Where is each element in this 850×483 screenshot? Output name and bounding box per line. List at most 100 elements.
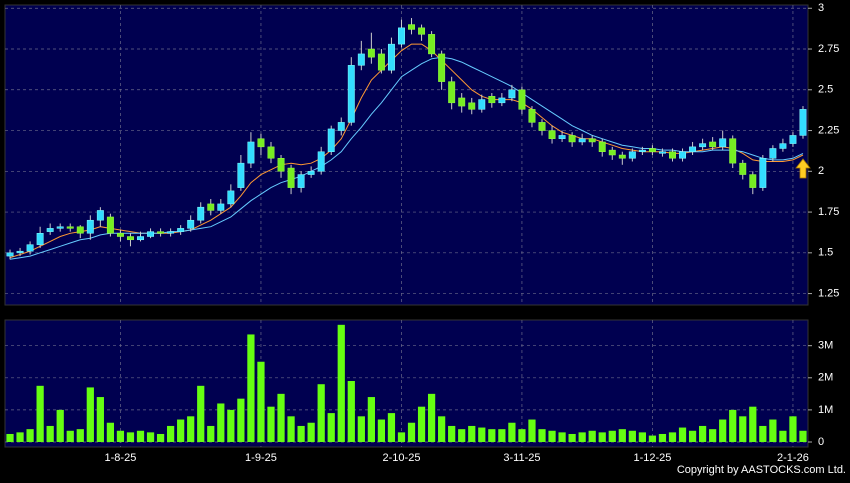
y-tick-label: 2M <box>818 372 833 384</box>
candle-body <box>16 250 24 254</box>
volume-bar <box>207 425 215 442</box>
volume-bar <box>327 413 335 442</box>
candle-body <box>317 151 325 172</box>
volume-bar <box>688 430 697 442</box>
candle-body <box>137 236 144 241</box>
volume-bar <box>16 432 24 442</box>
volume-bar <box>357 416 365 442</box>
candle-body <box>729 138 737 164</box>
candle-body <box>648 148 656 152</box>
volume-bar <box>568 433 576 442</box>
volume-bar <box>779 430 787 442</box>
volume-bar <box>106 422 115 442</box>
volume-bar <box>307 422 315 442</box>
volume-bar <box>66 430 74 442</box>
candle-body <box>408 24 415 30</box>
x-tick-label: 2-1-26 <box>777 452 809 464</box>
y-tick-label: 2.75 <box>818 43 839 55</box>
volume-bar <box>698 425 707 442</box>
x-tick-label: 1-9-25 <box>245 452 277 464</box>
candle-body <box>257 138 265 148</box>
volume-bar <box>448 425 456 442</box>
candle-body <box>438 53 446 82</box>
candle-body <box>96 210 104 221</box>
candle-body <box>287 167 295 188</box>
candle-body <box>769 148 777 159</box>
volume-bar <box>227 409 235 442</box>
volume-bar <box>618 429 626 442</box>
volume-bar <box>789 416 797 442</box>
candle-body <box>127 236 134 241</box>
candle-body <box>66 226 74 229</box>
candle-body <box>147 231 155 237</box>
candle-body <box>367 48 375 58</box>
volume-bar <box>769 419 777 442</box>
volume-bar <box>337 324 345 442</box>
volume-bar <box>658 433 667 442</box>
y-tick-label: 2.25 <box>818 124 839 136</box>
candle-body <box>578 138 586 143</box>
x-tick-label: 1-8-25 <box>105 452 137 464</box>
candle-body <box>488 96 496 104</box>
candle-body <box>357 53 365 66</box>
candle-body <box>638 149 646 152</box>
volume-bar <box>177 419 185 442</box>
candle-body <box>197 206 205 221</box>
volume-bar <box>407 422 416 442</box>
volume-bar <box>628 430 636 442</box>
candle-body <box>36 233 44 245</box>
volume-bar <box>367 397 375 442</box>
y-tick-label: 1M <box>818 404 833 416</box>
volume-bar <box>548 430 556 442</box>
candle-body <box>277 158 285 172</box>
plot-layer: 1.25 1.5 1.75 2 2.25 2.5 2.75 3 0 1M 2M 3M 1-8-25 1-9… <box>5 2 839 464</box>
y-tick-label: 3M <box>818 340 833 352</box>
y-tick-label: 0 <box>818 436 824 448</box>
volume-bar <box>277 393 285 442</box>
candle-body <box>779 143 787 149</box>
volume-bar <box>347 381 355 442</box>
candle-body <box>558 135 566 139</box>
y-tick-label: 2 <box>818 165 824 177</box>
volume-bar <box>76 429 84 442</box>
candle-body <box>608 149 616 156</box>
volume-bar <box>56 409 64 442</box>
volume-bar <box>86 387 94 442</box>
volume-bar <box>427 393 436 442</box>
volume-bar <box>598 432 606 442</box>
volume-bar <box>167 425 175 442</box>
candle-body <box>588 138 596 143</box>
volume-bar <box>217 403 225 442</box>
candle-body <box>267 146 275 159</box>
volume-bar <box>608 430 616 442</box>
volume-bar <box>237 398 245 442</box>
candle-body <box>307 171 315 175</box>
candle-body <box>508 89 516 99</box>
candle-body <box>669 151 676 159</box>
candle-body <box>106 216 114 234</box>
candle-body <box>719 138 727 148</box>
volume-bar <box>648 435 657 442</box>
candle-body <box>247 141 255 164</box>
candle-body <box>618 154 626 159</box>
volume-bar <box>267 406 275 442</box>
volume-bar <box>317 384 325 442</box>
candle-body <box>478 99 486 110</box>
volume-bar <box>377 419 386 442</box>
candle-body <box>157 231 165 234</box>
candle-body <box>689 146 697 152</box>
volume-bar <box>96 397 104 442</box>
volume-bar <box>518 429 526 442</box>
volume-bar <box>156 433 165 442</box>
candle-body <box>187 219 195 229</box>
candle-body <box>26 244 34 252</box>
candle-body <box>237 162 245 188</box>
volume-bar <box>528 419 536 442</box>
candle-body <box>709 141 717 148</box>
y-tick-label: 1.25 <box>818 287 839 299</box>
candle-body <box>679 151 686 159</box>
volume-bar <box>739 416 747 442</box>
volume-bar <box>417 406 426 442</box>
x-tick-label: 3-11-25 <box>503 452 540 464</box>
